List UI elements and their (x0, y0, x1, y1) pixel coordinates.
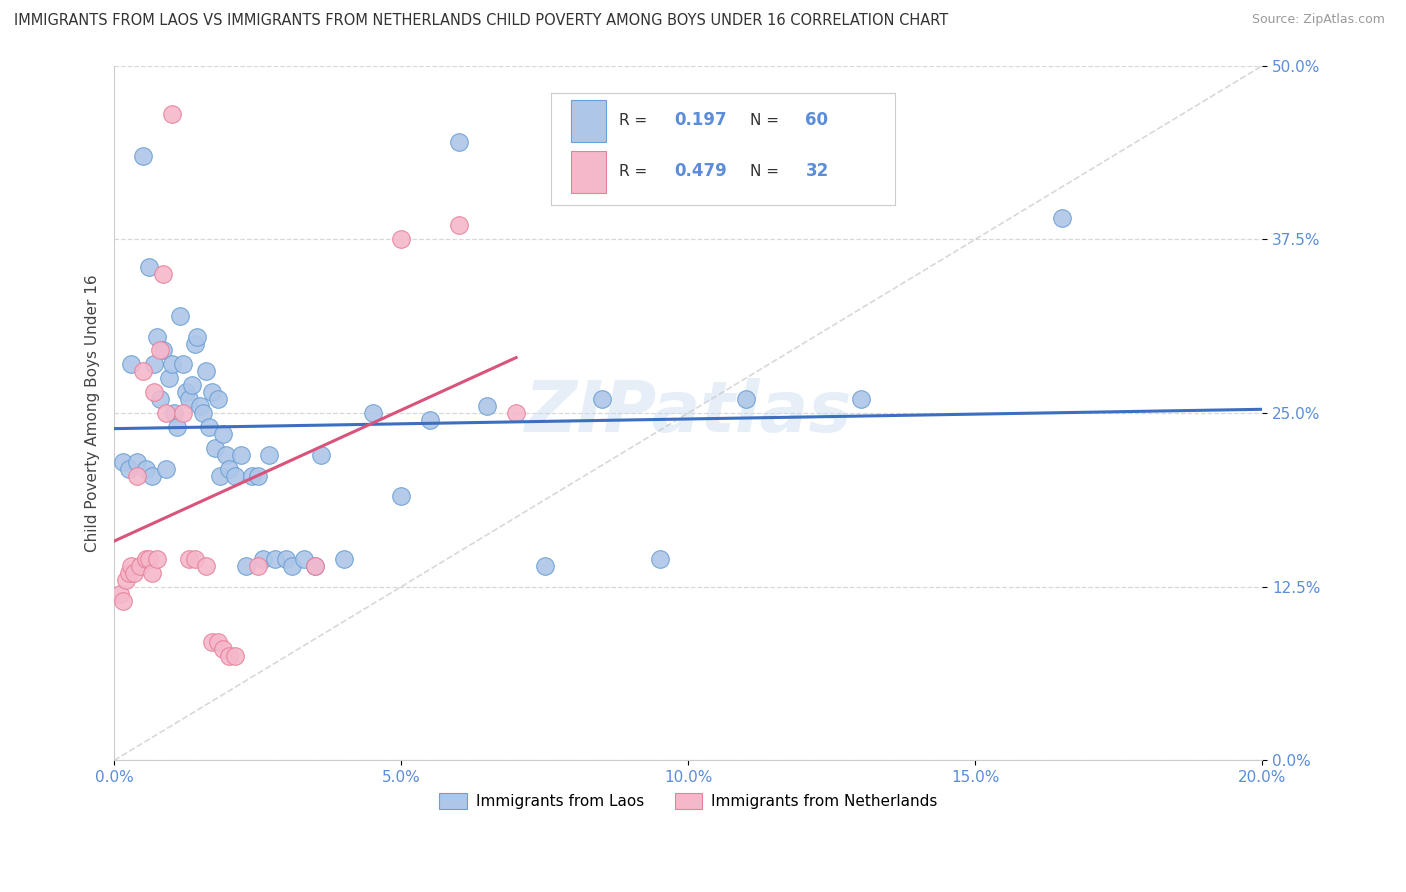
Point (198, 420, 221, 434)
Point (174, 385, 197, 400)
Point (188, 399, 211, 413)
Point (135, 552, 157, 566)
Point (215, 448, 238, 462)
Point (143, 385, 166, 400)
Point (195, 364, 218, 378)
Point (591, 392, 613, 406)
Point (292, 552, 315, 566)
Point (849, 392, 872, 406)
Point (419, 413, 441, 427)
Point (138, 552, 160, 566)
Point (207, 635, 229, 649)
Point (218, 649, 240, 664)
Point (141, 468, 163, 483)
Point (149, 392, 172, 406)
Point (224, 468, 246, 483)
Point (246, 558, 269, 573)
Point (477, 399, 499, 413)
Point (172, 357, 194, 371)
Point (304, 558, 326, 573)
Point (146, 552, 169, 566)
Point (212, 642, 235, 657)
Point (648, 552, 671, 566)
Point (180, 378, 202, 392)
Point (160, 357, 183, 371)
Point (183, 552, 205, 566)
Text: ZIPatlas: ZIPatlas (524, 378, 852, 448)
Point (172, 406, 194, 420)
Point (141, 566, 163, 580)
Legend: Immigrants from Laos, Immigrants from Netherlands: Immigrants from Laos, Immigrants from Ne… (433, 787, 943, 815)
Point (224, 649, 246, 664)
Point (281, 558, 304, 573)
Point (505, 406, 527, 420)
Point (149, 343, 172, 358)
Point (132, 364, 155, 378)
Point (235, 558, 257, 573)
Point (252, 552, 274, 566)
Point (207, 392, 229, 406)
Point (108, 587, 131, 601)
Point (157, 371, 180, 385)
Point (177, 552, 200, 566)
Text: IMMIGRANTS FROM LAOS VS IMMIGRANTS FROM NETHERLANDS CHILD POVERTY AMONG BOYS UND: IMMIGRANTS FROM LAOS VS IMMIGRANTS FROM … (14, 13, 948, 29)
Point (143, 357, 166, 371)
Point (257, 448, 280, 462)
Point (204, 441, 226, 455)
Point (117, 566, 139, 580)
Point (138, 260, 160, 274)
Point (533, 558, 555, 573)
Point (152, 267, 174, 281)
Point (120, 558, 142, 573)
Point (304, 558, 326, 573)
Point (447, 219, 470, 233)
Point (146, 329, 169, 343)
Point (186, 329, 208, 343)
Point (195, 558, 218, 573)
Point (166, 420, 188, 434)
Point (240, 468, 263, 483)
Point (183, 336, 205, 351)
Point (264, 552, 287, 566)
Point (163, 406, 186, 420)
Point (212, 426, 235, 441)
Point (117, 461, 139, 475)
Point (361, 406, 384, 420)
Point (124, 566, 146, 580)
Point (120, 357, 142, 371)
Point (447, 135, 470, 149)
Point (111, 455, 134, 469)
Point (276, 552, 298, 566)
Point (127, 468, 149, 483)
Point (389, 232, 412, 246)
Point (129, 558, 152, 573)
Point (114, 573, 136, 587)
Y-axis label: Child Poverty Among Boys Under 16: Child Poverty Among Boys Under 16 (86, 274, 100, 552)
Point (209, 468, 232, 483)
Point (127, 455, 149, 469)
Point (193, 406, 215, 420)
Point (218, 461, 240, 475)
Point (155, 461, 177, 475)
Point (152, 343, 174, 358)
Point (160, 107, 183, 121)
Point (111, 593, 134, 607)
Point (246, 468, 269, 483)
Point (201, 385, 224, 400)
Text: Source: ZipAtlas.com: Source: ZipAtlas.com (1251, 13, 1385, 27)
Point (309, 448, 332, 462)
Point (169, 309, 191, 323)
Point (389, 489, 412, 503)
Point (132, 149, 155, 163)
Point (333, 552, 356, 566)
Point (229, 448, 252, 462)
Point (135, 461, 157, 475)
Point (201, 635, 224, 649)
Point (177, 392, 200, 406)
Point (734, 392, 756, 406)
Point (1050, 211, 1073, 226)
Point (155, 406, 177, 420)
